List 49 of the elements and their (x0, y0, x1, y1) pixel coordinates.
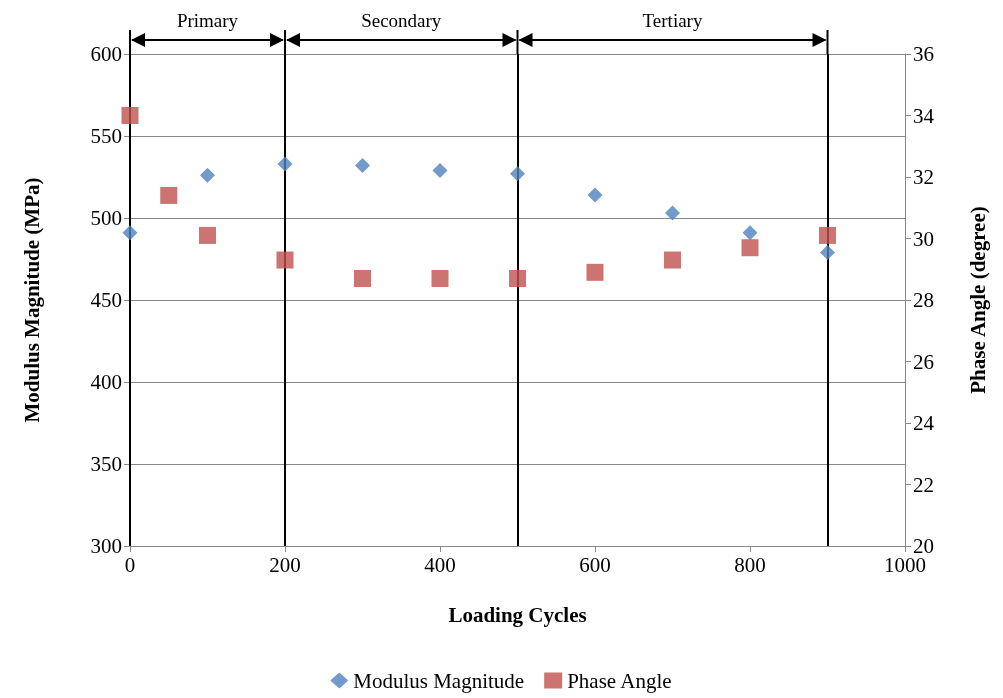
x-tick-label: 200 (269, 552, 301, 577)
point (510, 166, 525, 182)
point (432, 162, 448, 178)
y2-tick-label: 28 (913, 288, 934, 312)
legend-label: Phase Angle (567, 668, 672, 693)
y-tick-label: 500 (90, 206, 122, 230)
y2-tick-label: 32 (913, 165, 934, 189)
point (586, 263, 604, 281)
point (509, 269, 526, 287)
y-tick-label: 450 (90, 288, 122, 312)
point (741, 239, 759, 257)
y2-tick-label: 30 (913, 226, 934, 251)
point (199, 226, 216, 244)
y-tick-label: 550 (90, 124, 122, 148)
point (121, 107, 139, 124)
y-axis-title: Modulus Magnitude (MPa) (19, 177, 44, 423)
y2-axis-title: Phase Angle (degree) (965, 206, 990, 394)
point (431, 269, 449, 287)
point (200, 167, 215, 183)
y-tick-label: 600 (90, 42, 122, 66)
x-tick-label: 400 (424, 552, 456, 577)
point (277, 156, 293, 172)
point (664, 251, 681, 269)
point (587, 187, 603, 203)
y2-tick-label: 26 (913, 349, 934, 374)
point (122, 225, 138, 241)
text: Tertiary (642, 10, 703, 31)
point (276, 251, 294, 269)
y-tick-label: 350 (90, 452, 122, 476)
y2-tick-label: 36 (913, 42, 934, 66)
point (819, 226, 836, 244)
point (665, 205, 680, 221)
x-tick-label: 0 (124, 552, 136, 577)
point (355, 158, 370, 174)
x-tick-label: 600 (579, 552, 611, 577)
point (354, 269, 371, 287)
text: Primary (176, 10, 239, 31)
x-axis-title: Loading Cycles (448, 602, 587, 627)
y2-tick-label: 34 (913, 103, 935, 128)
y-tick-label: 300 (90, 534, 122, 558)
y-tick-label: 400 (90, 370, 122, 394)
point (160, 186, 178, 204)
y2-tick-label: 24 (913, 411, 935, 435)
point (820, 244, 835, 260)
point (742, 225, 758, 241)
legend-label: Modulus Magnitude (353, 668, 525, 693)
text: Secondary (361, 10, 442, 31)
x-tick-label: 800 (734, 552, 766, 577)
y2-tick-label: 22 (913, 472, 934, 497)
